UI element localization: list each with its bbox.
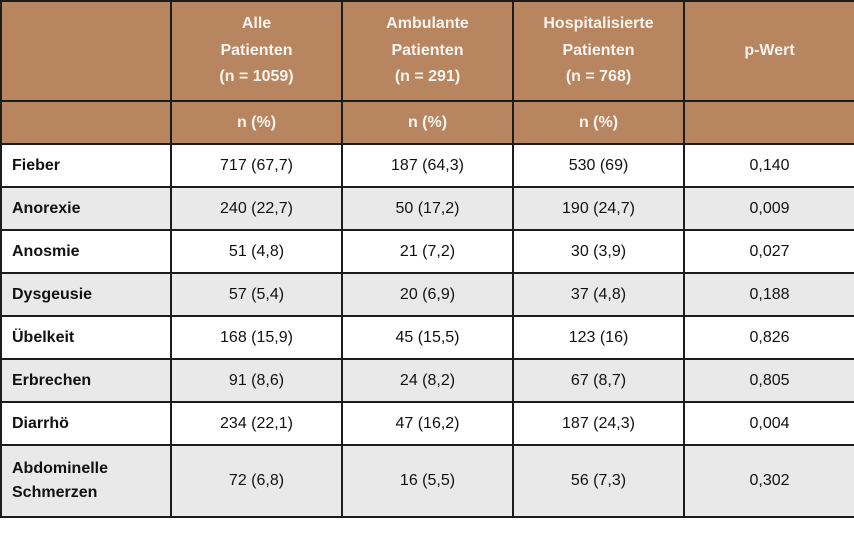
value-ambulant: 20 (6,9) xyxy=(341,272,514,317)
table-row: Anosmie 51 (4,8) 21 (7,2) 30 (3,9) 0,027 xyxy=(0,229,854,274)
value-ambulant: 50 (17,2) xyxy=(341,186,514,231)
value-ambulant: 187 (64,3) xyxy=(341,143,514,188)
value-p: 0,826 xyxy=(683,315,854,360)
value-p: 0,009 xyxy=(683,186,854,231)
value-p: 0,188 xyxy=(683,272,854,317)
subheader-cell-empty xyxy=(683,100,854,145)
header-row-subheader: n (%) n (%) n (%) xyxy=(0,100,854,145)
header-row-groups: Alle Patienten (n = 1059) Ambulante Pati… xyxy=(0,0,854,102)
value-p: 0,302 xyxy=(683,444,854,518)
value-all: 240 (22,7) xyxy=(170,186,343,231)
value-all: 91 (8,6) xyxy=(170,358,343,403)
value-p: 0,805 xyxy=(683,358,854,403)
table-row: Übelkeit 168 (15,9) 45 (15,5) 123 (16) 0… xyxy=(0,315,854,360)
header-cell-p-value: p-Wert xyxy=(683,0,854,102)
value-all: 51 (4,8) xyxy=(170,229,343,274)
table-body: Fieber 717 (67,7) 187 (64,3) 530 (69) 0,… xyxy=(0,143,854,518)
symptom-label: Anosmie xyxy=(0,229,172,274)
symptom-label: Diarrhö xyxy=(0,401,172,446)
value-hospital: 123 (16) xyxy=(512,315,685,360)
value-hospital: 67 (8,7) xyxy=(512,358,685,403)
value-hospital: 190 (24,7) xyxy=(512,186,685,231)
value-all: 234 (22,1) xyxy=(170,401,343,446)
header-cell-ambulant-patients: Ambulante Patienten (n = 291) xyxy=(341,0,514,102)
value-p: 0,140 xyxy=(683,143,854,188)
value-ambulant: 47 (16,2) xyxy=(341,401,514,446)
value-ambulant: 21 (7,2) xyxy=(341,229,514,274)
value-hospital: 530 (69) xyxy=(512,143,685,188)
value-hospital: 187 (24,3) xyxy=(512,401,685,446)
subheader-cell-n-pct: n (%) xyxy=(170,100,343,145)
subheader-cell-n-pct: n (%) xyxy=(341,100,514,145)
header-cell-hospitalized-patients: Hospitalisierte Patienten (n = 768) xyxy=(512,0,685,102)
value-p: 0,027 xyxy=(683,229,854,274)
table-row: Dysgeusie 57 (5,4) 20 (6,9) 37 (4,8) 0,1… xyxy=(0,272,854,317)
table-row: Diarrhö 234 (22,1) 47 (16,2) 187 (24,3) … xyxy=(0,401,854,446)
value-hospital: 56 (7,3) xyxy=(512,444,685,518)
header-cell-all-patients: Alle Patienten (n = 1059) xyxy=(170,0,343,102)
value-all: 717 (67,7) xyxy=(170,143,343,188)
symptom-label: Anorexie xyxy=(0,186,172,231)
value-ambulant: 16 (5,5) xyxy=(341,444,514,518)
table-header: Alle Patienten (n = 1059) Ambulante Pati… xyxy=(0,0,854,145)
value-all: 57 (5,4) xyxy=(170,272,343,317)
value-ambulant: 45 (15,5) xyxy=(341,315,514,360)
symptom-label: Fieber xyxy=(0,143,172,188)
symptoms-table: Alle Patienten (n = 1059) Ambulante Pati… xyxy=(0,0,854,518)
table-row: Erbrechen 91 (8,6) 24 (8,2) 67 (8,7) 0,8… xyxy=(0,358,854,403)
symptom-label: Abdominelle Schmerzen xyxy=(0,444,172,518)
value-hospital: 37 (4,8) xyxy=(512,272,685,317)
symptom-label: Übelkeit xyxy=(0,315,172,360)
value-p: 0,004 xyxy=(683,401,854,446)
symptom-label: Erbrechen xyxy=(0,358,172,403)
subheader-cell-n-pct: n (%) xyxy=(512,100,685,145)
value-all: 168 (15,9) xyxy=(170,315,343,360)
table-row: Anorexie 240 (22,7) 50 (17,2) 190 (24,7)… xyxy=(0,186,854,231)
table-row: Abdominelle Schmerzen 72 (6,8) 16 (5,5) … xyxy=(0,444,854,518)
header-cell-empty xyxy=(0,0,172,102)
table-row: Fieber 717 (67,7) 187 (64,3) 530 (69) 0,… xyxy=(0,143,854,188)
value-hospital: 30 (3,9) xyxy=(512,229,685,274)
value-all: 72 (6,8) xyxy=(170,444,343,518)
subheader-cell-empty xyxy=(0,100,172,145)
value-ambulant: 24 (8,2) xyxy=(341,358,514,403)
symptom-label: Dysgeusie xyxy=(0,272,172,317)
